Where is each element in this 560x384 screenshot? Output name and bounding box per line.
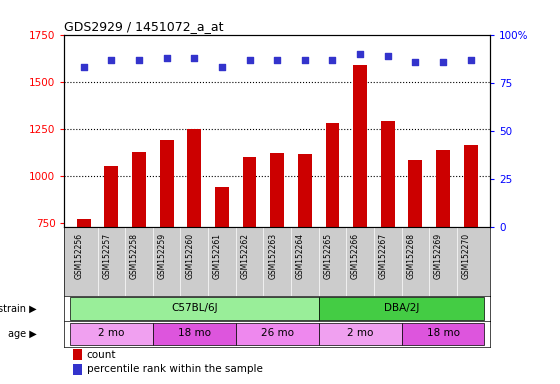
Bar xyxy=(105,166,118,227)
Text: 26 mo: 26 mo xyxy=(261,328,293,338)
Bar xyxy=(70,297,319,320)
Point xyxy=(328,56,337,63)
Text: 2 mo: 2 mo xyxy=(347,328,374,338)
Point xyxy=(134,56,143,63)
Point xyxy=(466,56,475,63)
Bar xyxy=(319,297,484,320)
Bar xyxy=(270,152,284,227)
Text: GSM152256: GSM152256 xyxy=(74,233,84,279)
Text: GDS2929 / 1451072_a_at: GDS2929 / 1451072_a_at xyxy=(64,20,224,33)
Text: GSM152263: GSM152263 xyxy=(268,233,277,279)
Text: 18 mo: 18 mo xyxy=(427,328,460,338)
Point xyxy=(190,55,199,61)
Bar xyxy=(381,121,395,227)
Point xyxy=(80,64,88,70)
Point xyxy=(162,55,171,61)
Bar xyxy=(325,123,339,227)
Point xyxy=(438,58,447,65)
Bar xyxy=(402,323,484,345)
Bar xyxy=(236,323,319,345)
Text: 18 mo: 18 mo xyxy=(178,328,211,338)
Text: age ▶: age ▶ xyxy=(8,329,37,339)
Bar xyxy=(153,323,236,345)
Point xyxy=(107,56,116,63)
Text: count: count xyxy=(87,349,116,359)
Bar xyxy=(73,349,82,360)
Text: GSM152261: GSM152261 xyxy=(213,233,222,279)
Text: GSM152262: GSM152262 xyxy=(241,233,250,279)
Bar xyxy=(464,145,478,227)
Bar xyxy=(215,187,229,227)
Point xyxy=(383,53,392,59)
Text: GSM152268: GSM152268 xyxy=(407,233,416,279)
Bar xyxy=(408,160,422,227)
Point xyxy=(217,64,226,70)
Bar xyxy=(298,154,312,227)
Text: percentile rank within the sample: percentile rank within the sample xyxy=(87,364,263,374)
Text: GSM152267: GSM152267 xyxy=(379,233,388,279)
Text: GSM152265: GSM152265 xyxy=(324,233,333,279)
Text: DBA/2J: DBA/2J xyxy=(384,303,419,313)
Bar xyxy=(436,150,450,227)
Text: GSM152259: GSM152259 xyxy=(158,233,167,279)
Point xyxy=(356,51,365,57)
Bar xyxy=(160,140,174,227)
Text: C57BL/6J: C57BL/6J xyxy=(171,303,218,313)
Bar xyxy=(70,323,153,345)
Point xyxy=(411,58,420,65)
Point xyxy=(300,56,309,63)
Text: GSM152269: GSM152269 xyxy=(434,233,443,279)
Bar xyxy=(188,129,201,227)
Text: GSM152257: GSM152257 xyxy=(102,233,111,279)
Bar xyxy=(73,364,82,375)
Text: GSM152266: GSM152266 xyxy=(351,233,360,279)
Point xyxy=(245,56,254,63)
Text: strain ▶: strain ▶ xyxy=(0,304,37,314)
Bar xyxy=(353,65,367,227)
Text: GSM152258: GSM152258 xyxy=(130,233,139,279)
Text: 2 mo: 2 mo xyxy=(98,328,124,338)
Text: GSM152260: GSM152260 xyxy=(185,233,194,279)
Bar xyxy=(319,323,402,345)
Point xyxy=(273,56,282,63)
Bar xyxy=(132,152,146,227)
Bar xyxy=(77,219,91,227)
Text: GSM152264: GSM152264 xyxy=(296,233,305,279)
Bar xyxy=(242,157,256,227)
Text: GSM152270: GSM152270 xyxy=(461,233,470,279)
